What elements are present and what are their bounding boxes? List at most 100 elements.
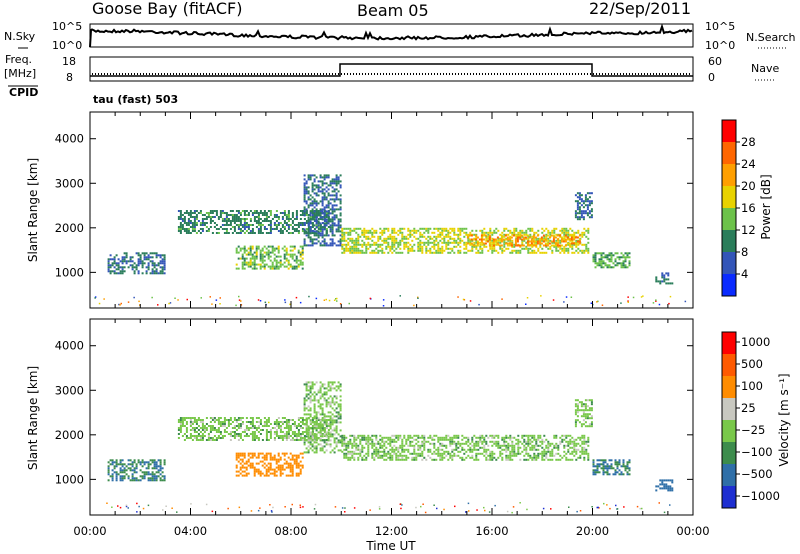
- echo-cell: [279, 466, 282, 469]
- echo-cell: [369, 438, 372, 441]
- echo-cell: [477, 442, 480, 445]
- echo-cell: [241, 267, 244, 270]
- echo-cell: [361, 458, 364, 461]
- echo-cell: [303, 190, 306, 193]
- echo-cell: [363, 243, 366, 246]
- echo-cell: [185, 435, 188, 437]
- echo-cell: [487, 444, 490, 447]
- echo-cell: [457, 235, 460, 238]
- echo-cell: [475, 229, 478, 232]
- echo-cell: [257, 232, 260, 234]
- echo-cell: [229, 419, 232, 421]
- echo-cell: [321, 393, 324, 396]
- echo-cell: [311, 216, 314, 218]
- echo-cell: [339, 202, 342, 205]
- echo-cell: [273, 249, 276, 252]
- echo-cell: [331, 435, 334, 438]
- echo-cell: [488, 238, 491, 241]
- echo-cell: [453, 251, 456, 254]
- echo-cell: [321, 413, 324, 416]
- echo-cell: [503, 444, 506, 447]
- echo-cell: [335, 178, 338, 181]
- echo-cell: [305, 407, 308, 410]
- echo-cell: [586, 208, 589, 211]
- echo-cell: [327, 397, 330, 400]
- echo-cell: [247, 263, 250, 266]
- echo-cell: [269, 464, 272, 467]
- echo-cell: [661, 272, 664, 275]
- echo-cell: [401, 235, 404, 238]
- echo-cell: [347, 233, 350, 236]
- echo-cell: [253, 212, 256, 214]
- echo-cell: [189, 232, 192, 234]
- echo-cell: [573, 243, 576, 246]
- echo-cell: [608, 473, 611, 476]
- echo-cell: [579, 456, 582, 459]
- echo-cell: [239, 417, 242, 419]
- echo-cell: [109, 475, 112, 478]
- nave-label: Nave: [751, 62, 779, 75]
- echo-cell: [525, 448, 528, 451]
- echo-cell: [255, 263, 258, 266]
- echo-cell: [345, 239, 348, 242]
- echo-cell: [311, 449, 314, 452]
- echo-cell: [283, 226, 286, 228]
- echo-cell: [259, 421, 262, 423]
- echo-cell: [287, 253, 290, 256]
- echo-cell: [247, 458, 250, 461]
- echo-cell: [413, 229, 416, 232]
- echo-cell: [163, 260, 166, 263]
- echo-cell: [325, 435, 328, 438]
- echo-cell: [397, 241, 400, 244]
- echo-cell: [199, 212, 202, 214]
- echo-cell: [339, 395, 342, 398]
- echo-cell: [431, 241, 434, 244]
- echo-cell: [301, 464, 304, 467]
- echo-cell: [339, 230, 342, 233]
- echo-cell: [592, 256, 595, 259]
- echo-cell: [273, 474, 276, 477]
- echo-cell: [485, 442, 488, 445]
- echo-cell: [492, 238, 495, 241]
- echo-cell: [291, 466, 294, 469]
- echo-cell: [473, 434, 476, 437]
- echo-cell: [309, 214, 312, 217]
- echo-cell: [215, 419, 218, 421]
- echo-cell: [387, 436, 390, 439]
- echo-cell: [433, 251, 436, 254]
- echo-cell: [523, 438, 526, 441]
- echo-cell: [525, 440, 528, 443]
- echo-cell: [351, 442, 354, 445]
- echo-cell: [305, 208, 308, 211]
- echo-cell: [576, 192, 579, 195]
- echo-cell: [525, 229, 528, 232]
- echo-cell: [542, 238, 545, 241]
- echo-cell: [582, 409, 585, 412]
- echo-cell: [249, 265, 252, 268]
- echo-cell: [179, 429, 182, 431]
- echo-cell: [573, 448, 576, 451]
- echo-cell: [223, 212, 226, 214]
- echo-cell: [351, 247, 354, 250]
- echo-cell: [443, 235, 446, 238]
- echo-cell: [563, 245, 566, 248]
- echo-cell: [161, 272, 164, 275]
- echo-cell: [457, 233, 460, 236]
- echo-cell: [267, 417, 270, 419]
- echo-cell: [183, 222, 186, 224]
- echo-cell: [529, 251, 532, 254]
- echo-cell: [529, 448, 532, 451]
- echo-cell: [339, 218, 342, 221]
- echo-cell: [235, 456, 238, 459]
- echo-cell: [319, 447, 322, 450]
- echo-cell: [549, 454, 552, 457]
- echo-cell: [481, 251, 484, 254]
- echo-cell: [425, 247, 428, 250]
- echo-cell: [301, 452, 304, 455]
- echo-cell: [541, 442, 544, 445]
- echo-cell: [527, 237, 530, 240]
- echo-cell: [249, 210, 252, 212]
- echo-cell: [117, 268, 120, 271]
- echo-cell: [453, 245, 456, 248]
- echo-cell: [569, 227, 572, 230]
